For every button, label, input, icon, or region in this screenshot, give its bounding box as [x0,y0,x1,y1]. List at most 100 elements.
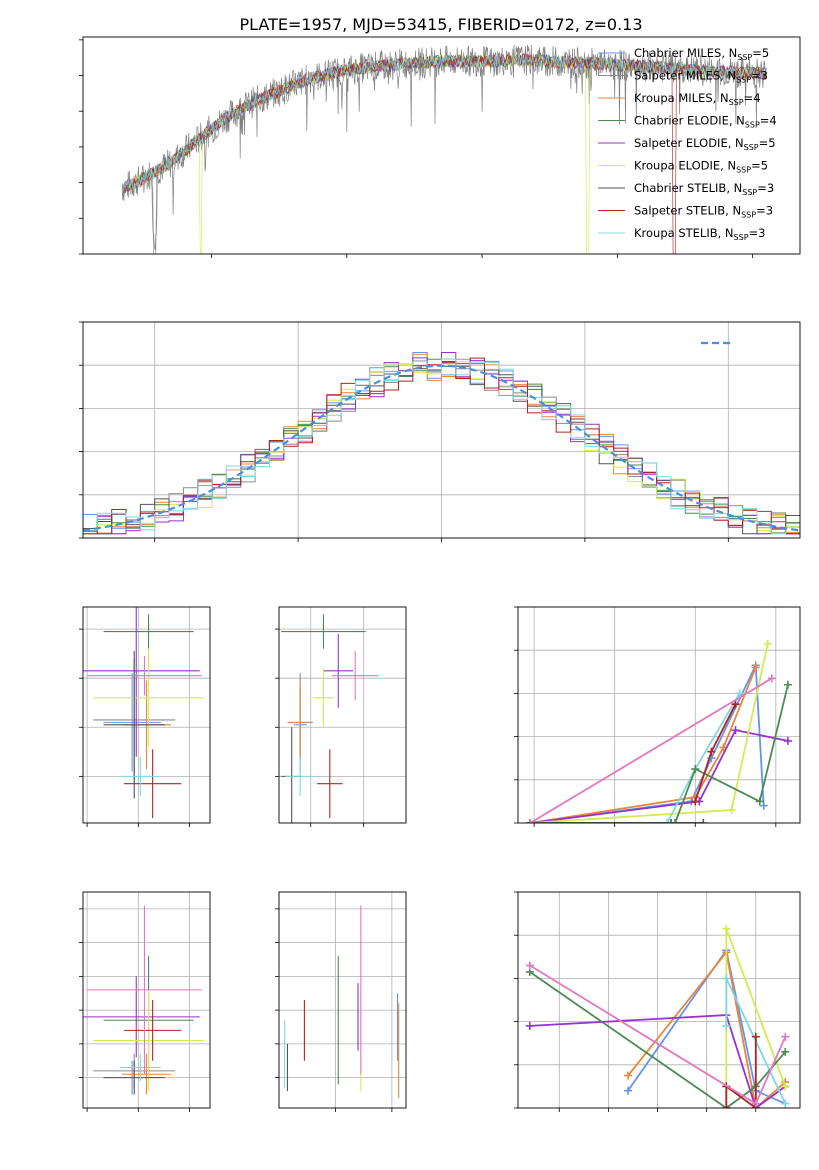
weight-point-marker [751,1099,760,1108]
plot-residual_histogram [79,321,801,542]
axes-frame [82,321,801,539]
weight-point-marker [751,1032,760,1041]
legend-series-name: Kroupa ELODIE [634,159,720,173]
legend-nssp-prefix: , N [728,136,744,150]
spectrum-model-kroupa-stelib [121,53,767,194]
normal-reference-curve [83,364,800,532]
axes-frame [278,891,407,1109]
legend-nssp-prefix: , N [720,159,736,173]
spectrum-model-salpeter-miles [121,53,767,254]
legend-nssp-value: 4 [769,114,776,128]
legend-entry: Salpeter STELIB, NSSP=3 [634,204,773,220]
plot-mass_vs_Z [79,891,211,1112]
legend-nssp-sub: SSP [736,76,751,85]
legend-entry: Chabrier MILES, NSSP=5 [634,46,769,62]
legend-nssp-value: 3 [767,181,774,195]
plot-area [525,924,790,1108]
legend-nssp-sub: SSP [741,211,756,220]
legend-nssp-value: 5 [761,159,768,173]
weight-point-marker [691,797,700,806]
weight-series-line [627,950,786,1108]
weight-point-marker [755,797,764,806]
weight-point-marker [722,974,731,983]
axes-frame [82,606,211,824]
weight-point-marker [707,747,716,756]
weight-point-marker [781,1047,790,1056]
legend-entry: Chabrier STELIB, NSSP=3 [634,181,774,197]
legend-nssp-prefix: , N [718,226,734,240]
legend-nssp-value: 5 [762,46,769,60]
weight-point-marker [722,1104,731,1108]
legend-nssp-value: 5 [768,136,775,150]
legend-nssp-prefix: , N [713,91,729,105]
weight-point-marker [781,1099,790,1108]
weight-point-marker [624,1086,633,1095]
legend-entry: Kroupa STELIB, NSSP=3 [634,226,766,242]
legend-nssp-eq: = [756,204,766,218]
weight-series-line [529,729,789,823]
weight-point-marker [526,819,535,823]
legend-nssp-prefix: , N [725,204,741,218]
legend-nssp-eq: = [760,114,770,128]
legend-nssp-eq: = [759,136,769,150]
legend-nssp-sub: SSP [737,53,752,62]
legend-nssp-sub: SSP [742,188,757,197]
weight-point-marker [759,801,768,810]
weight-point-marker [525,961,534,970]
weight-point-marker [691,765,700,773]
plot-area [284,905,400,1098]
legend-nssp-value: 3 [761,69,768,83]
legend-series-name: Kroupa MILES [634,91,713,105]
weight-point-marker [624,1071,633,1080]
weight-series-line [529,667,757,823]
legend-nssp-sub: SSP [744,143,759,152]
weight-point-marker [751,663,760,672]
legend-nssp-sub: SSP [745,121,760,130]
weight-point-marker [525,1021,534,1030]
weight-point-marker [763,639,772,648]
legend-nssp-eq: = [752,46,762,60]
weight-point-marker [783,736,792,745]
weight-point-marker [731,726,740,735]
legend-nssp-prefix: , N [726,181,742,195]
weight-series-line [529,1014,786,1108]
legend-series-name: Salpeter STELIB [634,204,725,218]
weight-point-marker [767,674,776,683]
legend-entry: Kroupa MILES, NSSP=4 [634,91,761,107]
weight-point-marker [727,806,736,815]
axes-frame [517,606,801,824]
weight-point-marker [783,680,792,689]
spectrum-model-salpeter-stelib [122,53,767,254]
plot-area [526,639,792,823]
plot-area [121,44,767,254]
weight-series-line [530,692,741,823]
spectrum-model-kroupa-elodie [121,54,767,254]
weight-point-marker [667,819,676,823]
legend-entry: Salpeter ELODIE, NSSP=5 [634,136,776,152]
plot-age_vs_mass [275,606,407,827]
legend-nssp-eq: = [751,69,761,83]
legend-nssp-prefix: , N [720,69,736,83]
weight-point-marker [722,1021,731,1030]
figure-title: PLATE=1957, MJD=53415, FIBERID=0172, z=0… [239,15,642,34]
plot-age_vs_Z [79,606,211,827]
weight-series-line [530,643,769,823]
axes-frame [82,36,801,255]
legend-entry: Kroupa ELODIE, NSSP=5 [634,159,768,175]
legend-entry: Chabrier ELODIE, NSSP=4 [634,114,777,130]
legend-series-name: Chabrier ELODIE [634,114,729,128]
weight-point-marker [735,689,744,698]
legend-nssp-value: 3 [758,226,765,240]
legend-nssp-eq: = [749,226,759,240]
axes-frame [278,606,407,824]
legend-series-name: Salpeter ELODIE [634,136,728,150]
legend-nssp-sub: SSP [734,233,749,242]
weight-point-marker [663,819,672,823]
axes-frame [517,891,801,1109]
plot-area [83,905,204,1095]
legend-nssp-eq: = [757,181,767,195]
legend-series-name: Chabrier MILES [634,46,721,60]
